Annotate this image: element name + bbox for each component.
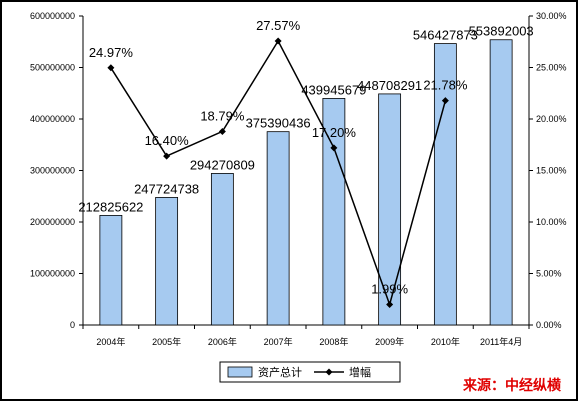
left-axis-tick-label: 600000000 (30, 11, 75, 21)
growth-point-6 (441, 97, 449, 105)
growth-value-label: 17.20% (312, 125, 357, 140)
right-axis-tick-label: 15.00% (536, 166, 567, 176)
left-axis-tick-label: 0 (70, 320, 75, 330)
growth-point-2 (218, 127, 226, 135)
bar-7 (489, 39, 513, 326)
right-axis-tick-label: 0.00% (536, 320, 562, 330)
right-axis-tick-label: 25.00% (536, 63, 567, 73)
bar-4 (322, 98, 346, 326)
right-axis-tick-label: 20.00% (536, 114, 567, 124)
growth-value-label: 24.97% (89, 45, 134, 60)
legend-bar-label: 资产总计 (258, 365, 302, 379)
growth-value-label: 16.40% (145, 133, 190, 148)
x-axis-tick-label: 2010年 (431, 336, 460, 347)
bar-3 (266, 131, 290, 326)
bar-value-label: 439945679 (301, 82, 366, 97)
growth-value-label: 1.99% (371, 282, 408, 297)
growth-value-label: 18.79% (200, 108, 245, 123)
legend-bar-swatch (227, 366, 253, 378)
bar-value-label: 448708291 (357, 78, 422, 93)
growth-value-label: 21.78% (423, 78, 468, 93)
bar-1 (155, 197, 179, 326)
left-axis-tick-label: 300000000 (30, 166, 75, 176)
bar-value-label: 546427873 (413, 28, 478, 43)
bar-value-label: 375390436 (246, 116, 311, 131)
growth-point-1 (163, 152, 171, 160)
x-axis-tick-label: 2004年 (96, 336, 125, 347)
bar-value-label: 553892003 (469, 24, 534, 39)
x-axis-tick-label: 2011年4月 (480, 336, 522, 347)
bar-value-label: 212825622 (78, 199, 143, 214)
bar-value-label: 294270809 (190, 157, 255, 172)
bar-0 (99, 214, 123, 326)
chart-svg: 0 100000000 200000000 300000000 400000000 500… (30, 11, 567, 393)
x-axis-tick-label: 2006年 (208, 336, 237, 347)
growth-point-5 (386, 301, 394, 309)
left-axis-tick-label: 500000000 (30, 63, 75, 73)
legend-line-label: 增幅 (349, 365, 371, 379)
right-axis-tick-label: 5.00% (536, 269, 562, 279)
bar-value-label: 247724738 (134, 181, 199, 196)
left-axis-tick-label: 200000000 (30, 217, 75, 227)
growth-point-4 (330, 144, 338, 152)
x-axis-tick-label: 2005年 (152, 336, 181, 347)
left-axis-tick-label: 100000000 (30, 269, 75, 279)
bar-6 (433, 43, 457, 326)
growth-point-3 (274, 37, 282, 45)
right-axis-tick-label: 10.00% (536, 217, 567, 227)
left-axis-tick-label: 400000000 (30, 114, 75, 124)
legend-box (219, 361, 401, 383)
x-axis-tick-label: 2008年 (319, 336, 348, 347)
x-axis-tick-label: 2007年 (264, 336, 293, 347)
growth-point-0 (107, 64, 115, 72)
legend-line-marker (325, 368, 333, 376)
x-axis-tick-label: 2009年 (375, 336, 404, 347)
bar-2 (210, 173, 234, 326)
bar-5 (378, 93, 402, 326)
growth-value-label: 27.57% (256, 18, 301, 33)
right-axis-tick-label: 30.00% (536, 11, 567, 21)
source-text: 来源：中经纵横 (462, 377, 562, 393)
